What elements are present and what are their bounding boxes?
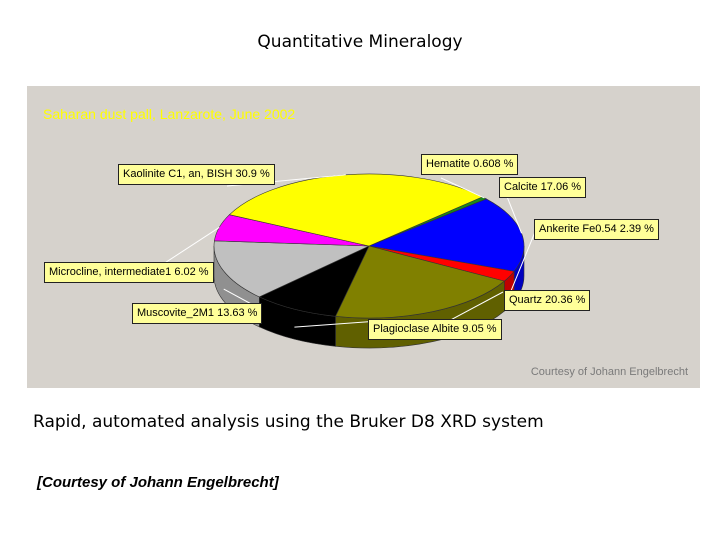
leader-line-0 xyxy=(440,177,485,199)
slice-label-kaolinite: Kaolinite C1, an, BISH 30.9 % xyxy=(118,164,275,185)
chart-title: Saharan dust pall, Lanzarote, June 2002 xyxy=(43,106,296,122)
pie-slice-4 xyxy=(258,245,370,317)
pie-slice-5 xyxy=(213,240,370,298)
slide-title: Quantitative Mineralogy xyxy=(257,32,463,52)
slice-label-microcline: Microcline, intermediate1 6.02 % xyxy=(44,262,214,283)
slice-label-quartz: Quartz 20.36 % xyxy=(504,290,591,311)
slice-label-hematite: Hematite 0.608 % xyxy=(421,154,519,175)
slide-caption: Rapid, automated analysis using the Bruk… xyxy=(33,412,544,432)
chart-panel: Saharan dust pall, Lanzarote, June 2002 … xyxy=(27,86,700,388)
slice-label-calcite: Calcite 17.06 % xyxy=(499,177,587,198)
pie-slice-3 xyxy=(335,245,505,319)
slice-label-muscovite: Muscovite_2M1 13.63 % xyxy=(132,303,263,324)
pie-top xyxy=(213,173,525,319)
leader-line-2 xyxy=(509,231,536,295)
slice-label-plagioclase: Plagioclase Albite 9.05 % xyxy=(368,319,502,340)
slice-label-ankerite: Ankerite Fe0.54 2.39 % xyxy=(534,219,659,240)
chart-credit: Courtesy of Johann Engelbrecht xyxy=(530,366,688,378)
slide-credit: [Courtesy of Johann Engelbrecht] xyxy=(37,474,279,491)
